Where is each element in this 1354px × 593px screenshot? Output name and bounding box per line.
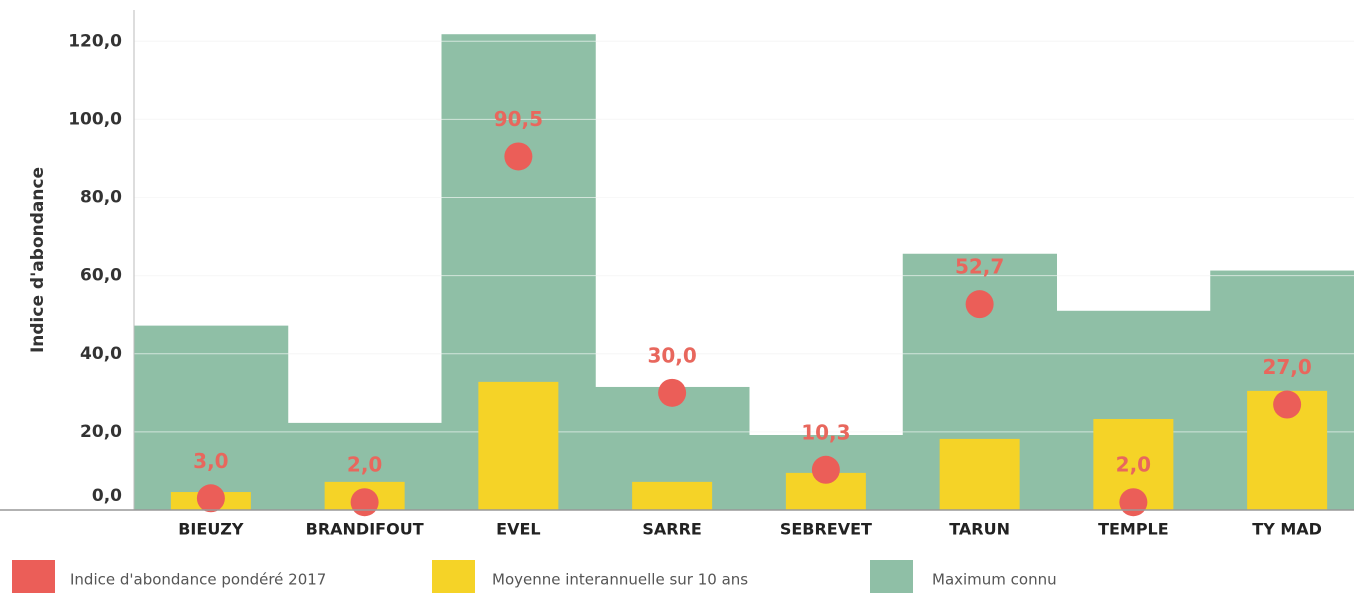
value-label: 10,3 <box>801 420 850 444</box>
value-label: 30,0 <box>647 343 696 367</box>
mean-bar <box>478 381 559 510</box>
legend-label: Moyenne interannuelle sur 10 ans <box>492 571 748 589</box>
y-tick-label: 80,0 <box>80 188 122 208</box>
legend-swatch <box>870 560 913 593</box>
index-dot <box>350 488 379 517</box>
index-dot <box>196 484 225 513</box>
x-tick-label: SEBREVET <box>780 520 872 539</box>
y-tick-label: 40,0 <box>80 344 122 364</box>
index-dot <box>658 378 687 407</box>
y-tick-label: 20,0 <box>80 422 122 442</box>
value-label: 27,0 <box>1262 355 1311 379</box>
x-tick-label: TARUN <box>949 520 1010 539</box>
index-dot <box>1273 390 1302 419</box>
index-dot <box>504 142 533 171</box>
x-tick-label: BRANDIFOUT <box>306 520 424 539</box>
index-dot <box>1119 488 1148 517</box>
mean-bar <box>632 481 713 510</box>
value-label: 2,0 <box>347 453 382 477</box>
x-tick-label: EVEL <box>496 520 540 539</box>
x-tick-label: BIEUZY <box>178 520 244 539</box>
x-tick-label: TY MAD <box>1252 520 1322 539</box>
legend-swatch <box>432 560 475 593</box>
y-axis-label: Indice d'abondance <box>28 167 48 353</box>
value-label: 90,5 <box>494 107 543 131</box>
legend-label: Maximum connu <box>932 571 1057 589</box>
max-bar <box>134 325 289 510</box>
legend-label: Indice d'abondance pondéré 2017 <box>70 571 326 589</box>
x-tick-label: TEMPLE <box>1098 520 1169 539</box>
value-label: 3,0 <box>193 449 228 473</box>
x-tick-label: SARRE <box>642 520 701 539</box>
y-tick-label: 120,0 <box>68 31 122 51</box>
index-dot <box>965 290 994 319</box>
index-dot <box>811 455 840 484</box>
value-label: 52,7 <box>955 255 1004 279</box>
legend-swatch <box>12 560 55 593</box>
value-label: 2,0 <box>1116 453 1151 477</box>
y-tick-label: 0,0 <box>92 486 122 506</box>
y-tick-label: 60,0 <box>80 266 122 286</box>
y-tick-label: 100,0 <box>68 109 122 129</box>
mean-bar <box>939 438 1020 510</box>
